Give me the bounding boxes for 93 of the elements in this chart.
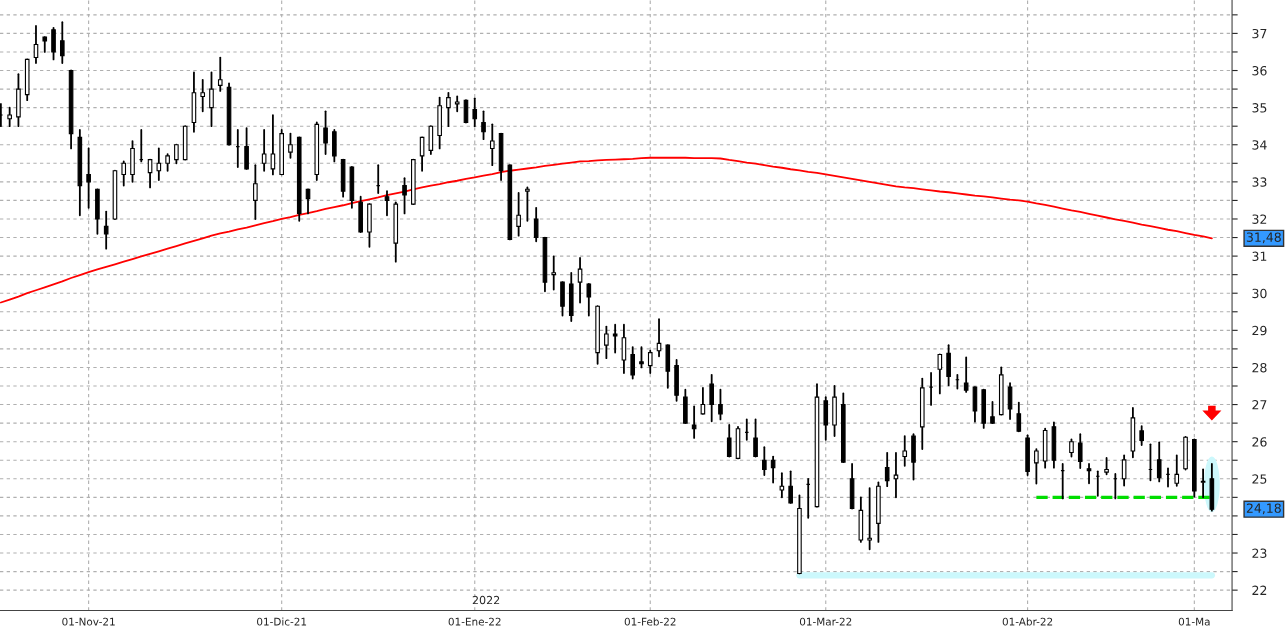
candlestick [1077, 433, 1083, 469]
candlestick [472, 97, 478, 128]
candlestick [946, 344, 951, 387]
candlestick [525, 186, 530, 222]
text: 24,18 [1246, 503, 1281, 515]
candlestick [103, 210, 109, 250]
candlestick [533, 206, 539, 243]
candlestick [1016, 401, 1022, 433]
candlestick [217, 56, 223, 92]
y-tick-label: 32 [1252, 214, 1267, 224]
candlestick [990, 401, 995, 425]
candlestick [244, 127, 249, 170]
candlestick [937, 353, 943, 395]
candlestick [928, 372, 934, 406]
candlestick [963, 356, 969, 393]
candlestick [86, 147, 91, 209]
x-tick-label: 01-Nov-21 [62, 617, 115, 626]
candlestick [0, 103, 4, 128]
candlestick [691, 405, 697, 439]
candlestick [586, 283, 592, 317]
candlestick [384, 190, 390, 217]
candlestick [200, 78, 206, 113]
candlestick [972, 386, 978, 423]
y-tick-label: 22 [1252, 585, 1267, 595]
candlestick [630, 346, 636, 380]
y-tick-label: 36 [1252, 65, 1267, 76]
y-tick-label: 28 [1252, 362, 1267, 373]
x-tick-label: 01-Mar-22 [799, 617, 852, 626]
candlestick [709, 373, 714, 423]
candlestick [323, 110, 328, 155]
candlestick [902, 435, 908, 467]
candlestick [1174, 454, 1180, 487]
candlestick [893, 451, 899, 499]
y-tick-label: 31 [1252, 251, 1267, 262]
candlestick [788, 470, 793, 504]
candlestick [1139, 425, 1144, 446]
candlestick [700, 386, 706, 415]
y-tick-label: 35 [1252, 103, 1267, 113]
candlestick [779, 472, 785, 499]
candlestick [867, 487, 872, 551]
candlestick [51, 26, 56, 61]
candlestick [489, 123, 495, 167]
candlestick [174, 143, 179, 165]
candlestick [726, 424, 732, 458]
candlestick [1034, 448, 1039, 485]
candlestick [1121, 454, 1127, 487]
candlestick [770, 455, 776, 484]
candlestick [253, 164, 258, 220]
candlestick [762, 446, 767, 476]
candlestick [621, 323, 627, 374]
candlestick [7, 106, 12, 128]
candlestick [884, 451, 890, 488]
y-tick-label: 33 [1252, 177, 1267, 187]
y-tick-label: 27 [1252, 400, 1267, 410]
x-tick-label: 01-Ma [1178, 617, 1210, 626]
x-tick-label: 01-Dic-21 [257, 617, 307, 626]
candlestick [446, 91, 451, 128]
candlestick [59, 21, 65, 65]
candlestick [1200, 468, 1206, 499]
x-tick-label: 01-Ene-22 [448, 617, 501, 626]
x-tick-label: 01-Abr-22 [1002, 617, 1053, 626]
candlestick [577, 257, 583, 304]
candlestick [463, 99, 469, 124]
y-tick-label: 26 [1252, 437, 1267, 447]
candlestick [1007, 382, 1013, 420]
line-series [0, 156, 1213, 304]
y-tick-label: 34 [1252, 140, 1267, 150]
candlestick [718, 388, 723, 421]
candlestick [481, 110, 486, 141]
y-tick-label: 29 [1252, 325, 1267, 336]
candlestick [1156, 441, 1162, 483]
y-tick-label: 25 [1252, 474, 1267, 484]
candlestick [261, 129, 267, 172]
candlestick [612, 323, 618, 354]
candlestick [753, 418, 758, 458]
y-tick-label: 30 [1252, 288, 1267, 299]
candlestick [551, 255, 557, 291]
candlestick [604, 325, 609, 360]
candlestick [402, 177, 407, 215]
text: 31,48 [1246, 232, 1281, 244]
y-tick-label: 37 [1252, 28, 1267, 39]
candlestick [156, 147, 162, 181]
y-tick-label: 23 [1252, 548, 1267, 558]
candlestick [288, 132, 293, 159]
candlestick [121, 160, 127, 187]
annotation: 2022 [472, 595, 500, 605]
candlestick [516, 192, 521, 237]
candlestick [647, 349, 653, 374]
x-tick-label: 01-Feb-22 [624, 617, 676, 626]
candlestick [1086, 463, 1092, 485]
candlestick [639, 346, 644, 369]
candlestick [209, 71, 214, 128]
candlestick [270, 114, 276, 176]
